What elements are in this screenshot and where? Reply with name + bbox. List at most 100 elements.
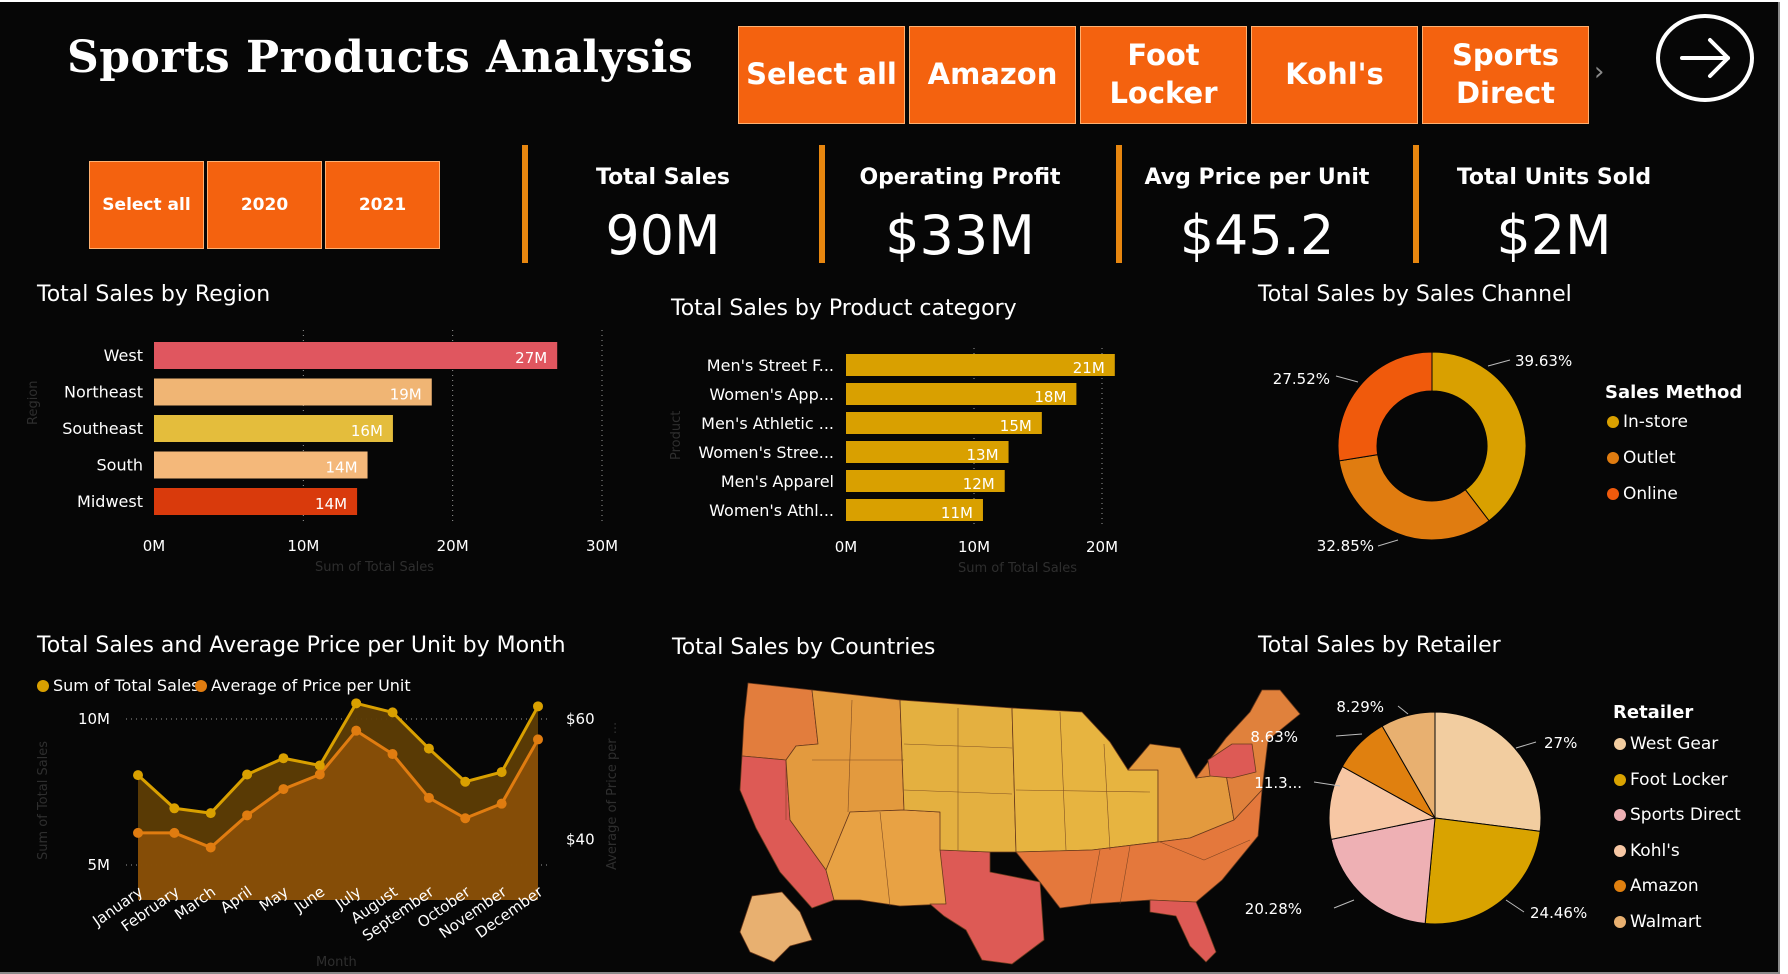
month-left-tick-label: 5M: [88, 856, 111, 874]
channel-legend-item: Outlet: [1607, 448, 1676, 468]
retailer-pie-slice: [1434, 711, 1542, 832]
region-bar: [154, 378, 432, 406]
retailer-leader-line: [1505, 899, 1525, 913]
month-legend-price-label: Average of Price per Unit: [211, 676, 411, 695]
retailer-legend-item-label: Amazon: [1630, 876, 1699, 896]
month-sales-point: [242, 810, 253, 821]
region-category-label: Midwest: [77, 492, 143, 511]
product-category-label: Women's Stree...: [698, 443, 834, 462]
product-bar: [846, 441, 1009, 463]
month-sales-point: [169, 827, 180, 838]
month-legend-price: Average of Price per Unit: [195, 676, 411, 695]
month-price-point: [423, 743, 434, 754]
product-category-label: Women's App...: [709, 385, 834, 404]
retailer-legend-title: Retailer: [1613, 702, 1694, 723]
channel-leader-line: [1335, 375, 1359, 383]
retailer-legend-item: Kohl's: [1614, 841, 1680, 861]
month-right-tick-label: $40: [566, 831, 595, 849]
retailer-leader-line: [1333, 899, 1355, 909]
month-price-point: [133, 770, 143, 781]
month-chart-title: Total Sales and Average Price per Unit b…: [37, 633, 566, 658]
region-bar: [154, 415, 393, 442]
region-bar-data-label: 19M: [390, 386, 422, 404]
legend-dot-icon: [1614, 880, 1626, 892]
retailer-kohls-button[interactable]: Kohl's: [1251, 26, 1418, 124]
month-x-axis-title: Month: [316, 955, 357, 970]
product-bar: [846, 499, 983, 521]
legend-dot-icon: [1614, 738, 1626, 750]
legend-dot-icon: [1607, 416, 1619, 428]
channel-donut-slice: [1431, 351, 1527, 522]
region-bar-data-label: 27M: [515, 349, 547, 367]
month-sales-point: [205, 842, 216, 853]
region-bar-data-label: 14M: [326, 459, 358, 477]
page-title: Sports Products Analysis: [67, 32, 694, 83]
map-state-borders: [785, 699, 1251, 907]
month-price-point: [387, 707, 398, 718]
arrow-right-icon-svg: [1680, 38, 1730, 78]
month-price-point: [169, 803, 180, 814]
map-region-alaska: [739, 891, 813, 963]
region-x-tick-label: 10M: [287, 537, 319, 555]
arrow-right-icon[interactable]: [1656, 14, 1754, 102]
channel-slice-label: 32.85%: [1317, 537, 1374, 555]
kpi-units-sold-label: Total Units Sold: [1456, 165, 1652, 190]
kpi-divider: [819, 145, 825, 263]
month-price-point: [314, 760, 325, 771]
retailer-slice-label: 20.28%: [1245, 900, 1302, 918]
region-x-tick-label: 30M: [586, 537, 618, 555]
channel-donut-slice: [1337, 351, 1433, 462]
month-sales-point: [423, 792, 434, 803]
map-region-southeast: [1015, 789, 1263, 909]
month-legend-sales: Sum of Total Sales: [37, 676, 200, 695]
region-category-label: Southeast: [62, 419, 143, 438]
product-category-label: Women's Athl...: [709, 501, 834, 520]
year-2021-button[interactable]: 2021: [325, 161, 440, 249]
kpi-avg-price-label: Avg Price per Unit: [1144, 165, 1370, 190]
region-x-axis-title: Sum of Total Sales: [315, 560, 435, 575]
retailer-amazon-button[interactable]: Amazon: [909, 26, 1076, 124]
legend-dot-icon: [1614, 915, 1626, 928]
product-bar-data-label: 18M: [1034, 388, 1066, 406]
chevron-right-icon[interactable]: ›: [1594, 57, 1605, 87]
region-x-tick-label: 20M: [437, 537, 469, 555]
product-x-tick-label: 20M: [1086, 538, 1118, 556]
month-sales-point: [133, 827, 143, 838]
month-price-point: [205, 808, 216, 819]
channel-legend-item-label: In-store: [1623, 412, 1688, 432]
region-chart-title: Total Sales by Region: [37, 282, 271, 307]
year-select-all-button[interactable]: Select all: [89, 161, 204, 249]
month-price-line: [136, 701, 540, 815]
channel-slice-label: 39.63%: [1515, 352, 1572, 370]
retailer-leader-line: [1397, 705, 1409, 715]
year-2020-button[interactable]: 2020: [207, 161, 322, 249]
retailer-foot-locker-button[interactable]: Foot Locker: [1080, 26, 1247, 124]
region-bar: [154, 451, 368, 479]
retailer-sports-direct-button[interactable]: Sports Direct: [1422, 26, 1589, 124]
kpi-divider: [522, 145, 528, 263]
product-bar: [846, 412, 1042, 434]
retailer-slice-label: 8.63%: [1250, 728, 1298, 746]
legend-dot-icon: [1614, 844, 1626, 857]
product-category-label: Men's Athletic ...: [701, 414, 834, 433]
product-bar-data-label: 21M: [1073, 359, 1105, 377]
kpi-divider: [1116, 145, 1122, 263]
map-region-florida: [1149, 899, 1217, 963]
kpi-total-sales-label: Total Sales: [595, 165, 730, 190]
month-left-tick-label: 10M: [78, 710, 110, 728]
month-sales-point: [278, 784, 289, 795]
map-region-texas: [929, 849, 1045, 965]
channel-legend-item-label: Outlet: [1623, 448, 1676, 468]
retailer-legend-item-label: Walmart: [1630, 911, 1702, 932]
product-category-label: Men's Street F...: [707, 356, 834, 375]
kpi-units-sold-value: $2M: [1496, 204, 1612, 267]
channel-donut-slice: [1338, 454, 1490, 541]
month-price-point: [278, 753, 289, 764]
retailer-slice-label: 11.3...: [1254, 774, 1302, 792]
retailer-select-all-button[interactable]: Select all: [738, 26, 905, 124]
region-bar: [154, 342, 558, 369]
